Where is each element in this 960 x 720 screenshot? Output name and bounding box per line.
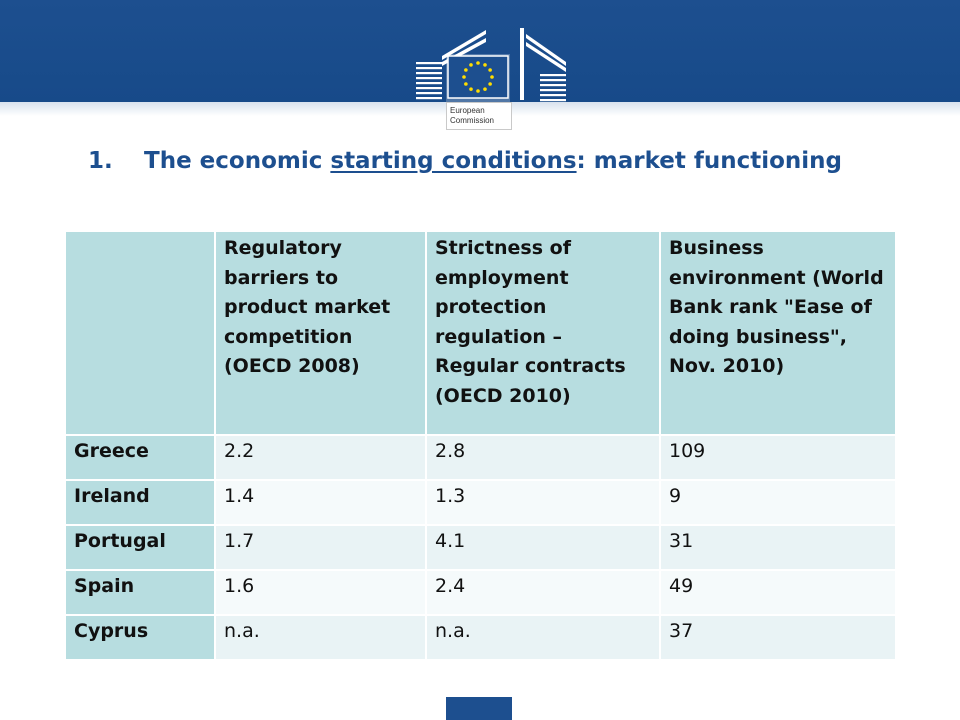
star-icon [488,82,492,86]
table-cell: 4.1 [425,524,661,571]
header-business-environment: Business environment (World Bank rank "E… [659,230,897,436]
star-icon [464,82,468,86]
table-cell: 1.3 [425,479,661,526]
logo-label-line2: Commission [450,116,495,125]
country-cell: Portugal [64,524,216,571]
table-cell: 2.2 [214,434,427,481]
country-cell: Cyprus [64,614,216,661]
star-icon [469,87,473,91]
header-regulatory-barriers: Regulatory barriers to product market co… [214,230,427,436]
title-number: 1. [88,148,113,174]
table-cell: n.a. [425,614,661,661]
table-cell: 37 [659,614,897,661]
table-cell: 9 [659,479,897,526]
table-header-corner [64,230,216,436]
logo-label: European Commission [446,102,512,130]
star-icon [464,68,468,72]
indicators-table: Regulatory barriers to product market co… [64,230,897,661]
table-row: Spain 1.6 2.4 49 [64,569,897,616]
title-part1: The economic [144,148,331,174]
european-commission-logo [416,28,566,102]
table-header-row: Regulatory barriers to product market co… [64,230,897,436]
table-cell: n.a. [214,614,427,661]
table-cell: 1.4 [214,479,427,526]
title-underlined: starting conditions [330,148,577,174]
footer-flag [446,697,512,720]
table-row: Cyprus n.a. n.a. 37 [64,614,897,661]
header-employment-protection: Strictness of employment protection regu… [425,230,661,436]
table-cell: 1.7 [214,524,427,571]
table-row: Portugal 1.7 4.1 31 [64,524,897,571]
table-row: Ireland 1.4 1.3 9 [64,479,897,526]
star-icon [462,75,466,79]
table-cell: 2.4 [425,569,661,616]
title-part2: : market functioning [576,148,843,174]
page-title: 1. The economic starting conditions: mark… [88,146,848,177]
star-icon [483,87,487,91]
star-icon [483,63,487,67]
country-cell: Ireland [64,479,216,526]
star-icon [490,75,494,79]
star-icon [469,63,473,67]
table-cell: 109 [659,434,897,481]
table-cell: 31 [659,524,897,571]
country-cell: Greece [64,434,216,481]
table-row: Greece 2.2 2.8 109 [64,434,897,481]
star-icon [476,89,480,93]
logo-label-line1: European [450,106,485,115]
star-icon [488,68,492,72]
table-cell: 2.8 [425,434,661,481]
star-icon [476,61,480,65]
eu-stars-icon [462,61,494,93]
table-cell: 49 [659,569,897,616]
country-cell: Spain [64,569,216,616]
table-cell: 1.6 [214,569,427,616]
